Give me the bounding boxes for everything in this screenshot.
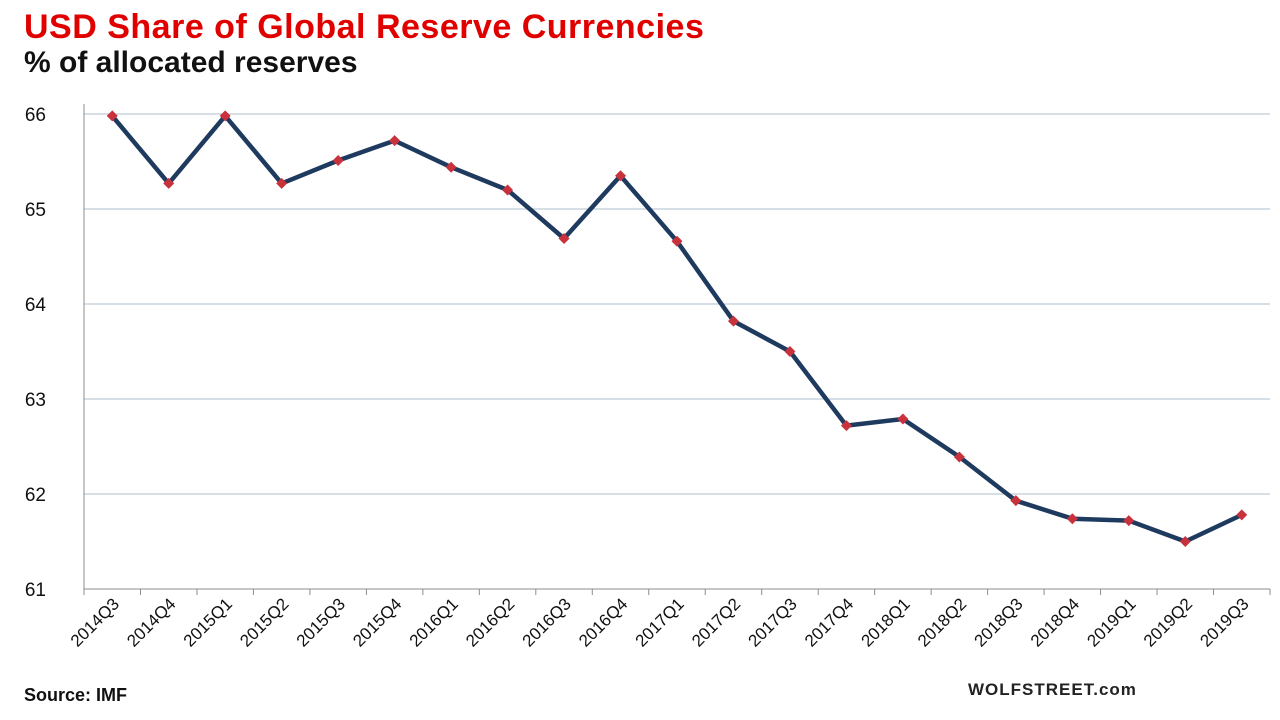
data-point-marker	[1066, 513, 1078, 525]
x-tick-label: 2019Q1	[1083, 594, 1139, 650]
y-tick-label: 66	[25, 105, 46, 126]
data-point-marker	[106, 110, 118, 122]
x-tick-label: 2015Q3	[293, 594, 349, 650]
data-point-marker	[953, 451, 965, 463]
data-point-marker	[558, 232, 570, 244]
x-tick-label: 2016Q4	[575, 594, 631, 650]
x-tick-label: 2018Q2	[914, 594, 970, 650]
x-tick-label: 2016Q3	[519, 594, 575, 650]
x-tick-label: 2014Q4	[123, 594, 179, 650]
x-tick-label: 2017Q1	[632, 594, 688, 650]
y-tick-label: 61	[25, 580, 46, 601]
x-tick-label: 2019Q3	[1196, 594, 1252, 650]
y-tick-label: 65	[25, 200, 46, 221]
x-tick-label: 2015Q4	[349, 594, 405, 650]
data-point-marker	[502, 184, 514, 196]
data-point-marker	[1179, 536, 1191, 547]
x-tick-label: 2017Q2	[688, 594, 744, 650]
x-tick-label: 2019Q2	[1140, 594, 1196, 650]
x-tick-label: 2016Q1	[406, 594, 462, 650]
x-tick-label: 2018Q4	[1027, 594, 1083, 650]
y-tick-label: 62	[25, 485, 46, 506]
data-point-marker	[445, 161, 457, 173]
data-point-marker	[163, 177, 175, 189]
chart-subtitle: % of allocated reserves	[24, 46, 358, 79]
data-point-marker	[727, 315, 739, 327]
x-tick-label: 2015Q2	[236, 594, 292, 650]
data-point-marker	[389, 135, 401, 147]
data-point-marker	[784, 346, 796, 357]
data-point-marker	[615, 170, 627, 182]
data-point-marker	[1236, 509, 1248, 521]
y-tick-label: 63	[25, 390, 46, 411]
x-tick-label: 2017Q4	[801, 594, 857, 650]
x-tick-label: 2018Q3	[970, 594, 1026, 650]
x-tick-label: 2016Q2	[462, 594, 518, 650]
x-tick-label: 2014Q3	[67, 594, 123, 650]
x-tick-label: 2018Q1	[858, 594, 914, 650]
watermark-text: WOLFSTREET.com	[968, 680, 1137, 699]
data-point-marker	[671, 235, 683, 247]
source-note: Source: IMF	[24, 685, 128, 705]
data-point-marker	[1010, 495, 1022, 507]
data-point-marker	[219, 110, 231, 122]
x-tick-label: 2015Q1	[180, 594, 236, 650]
data-point-marker	[332, 155, 344, 167]
y-tick-label: 64	[25, 295, 47, 316]
data-point-marker	[276, 177, 288, 189]
data-point-marker	[1123, 515, 1135, 527]
data-point-marker	[897, 413, 909, 425]
chart-title: USD Share of Global Reserve Currencies	[24, 8, 705, 46]
data-point-marker	[840, 420, 852, 432]
x-tick-label: 2017Q3	[745, 594, 801, 650]
